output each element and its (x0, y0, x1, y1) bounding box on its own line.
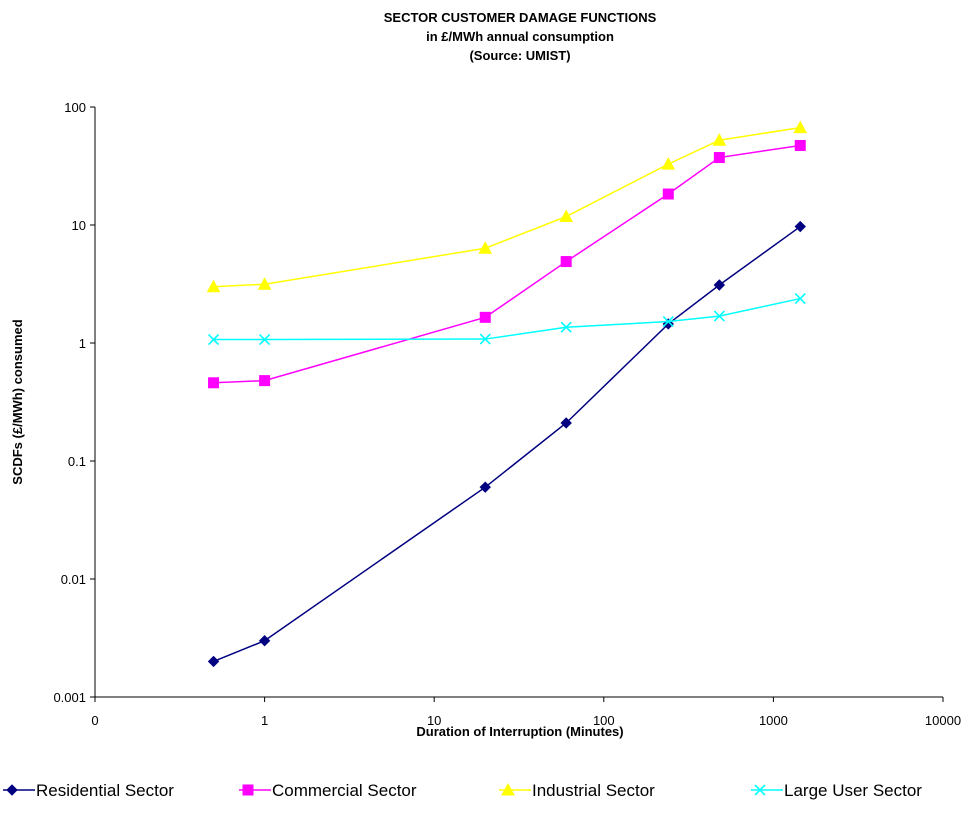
data-point-s2-p3 (559, 209, 574, 223)
y-tick-label: 0.1 (68, 454, 86, 469)
chart-title-line-3: (Source: UMIST) (469, 48, 570, 63)
chart-title-line-2: in £/MWh annual consumption (426, 29, 614, 44)
legend-marker-0 (6, 784, 18, 796)
y-tick-label: 100 (64, 100, 86, 115)
legend-item-2: Industrial Sector (499, 781, 655, 800)
series-0 (207, 220, 806, 668)
legend-marker-2 (501, 782, 515, 796)
legend-item-0: Residential Sector (3, 781, 174, 800)
data-point-s0-p5 (713, 279, 726, 291)
data-point-s3-p4-stroke-b (662, 315, 674, 328)
y-tick-label: 10 (72, 218, 86, 233)
x-tick-label: 10000 (925, 713, 961, 728)
data-point-s3-p1-stroke-b (259, 333, 271, 346)
x-tick-label: 1000 (759, 713, 788, 728)
data-point-s3-p5-stroke-b (713, 310, 725, 322)
data-point-s0-p0 (207, 655, 220, 668)
x-tick-label: 0 (91, 713, 98, 728)
data-point-s0-p1 (258, 634, 271, 647)
data-point-s3-p4 (662, 315, 674, 328)
legend-marker-3 (754, 784, 766, 796)
legend-label-0: Residential Sector (36, 781, 174, 800)
data-point-s3-p0-stroke-b (207, 333, 220, 346)
legend-label-2: Industrial Sector (532, 781, 655, 800)
data-point-s0-p2 (479, 481, 491, 493)
data-point-s3-p2 (479, 333, 491, 345)
series-line-2 (213, 126, 801, 288)
x-tick-label: 100 (593, 713, 615, 728)
series-3 (207, 292, 806, 346)
data-point-s1-p0 (208, 377, 220, 389)
series-2 (206, 120, 808, 293)
series-line-0 (213, 225, 801, 663)
data-point-s1-p1 (259, 375, 271, 387)
data-point-s3-p2-stroke-b (479, 333, 491, 345)
x-tick-label: 10 (427, 713, 441, 728)
legend-item-1: Commercial Sector (239, 781, 417, 800)
data-point-s2-p0 (206, 279, 221, 293)
legend: Residential Sector Commercial Sector Indus… (3, 781, 922, 800)
series-1 (208, 139, 806, 389)
data-point-s3-p6-stroke-b (794, 292, 806, 305)
data-point-s0-p6 (794, 220, 806, 233)
legend-marker-3-stroke-b (754, 784, 766, 796)
data-point-s2-p5 (712, 133, 727, 146)
chart-title: SECTOR CUSTOMER DAMAGE FUNCTIONS in £/MW… (384, 10, 657, 63)
data-point-s2-p1 (257, 277, 272, 290)
data-point-s3-p3-stroke-b (560, 321, 572, 333)
legend-label-3: Large User Sector (784, 781, 922, 800)
y-tick-label: 1 (79, 336, 86, 351)
data-point-s3-p6 (794, 292, 806, 305)
y-tick-label: 0.01 (61, 572, 86, 587)
data-point-s3-p1 (259, 333, 271, 346)
y-tick-label: 0.001 (53, 690, 86, 705)
y-axis-title: SCDFs (£/MWh) consumed (10, 319, 25, 484)
data-point-s1-p6 (794, 139, 806, 151)
x-tick-label: 1 (261, 713, 268, 728)
series-line-1 (213, 144, 801, 384)
data-point-s1-p5 (713, 152, 725, 164)
data-point-s2-p6 (793, 120, 808, 134)
legend-label-1: Commercial Sector (272, 781, 417, 800)
data-point-s3-p0 (207, 333, 220, 346)
legend-item-3: Large User Sector (751, 781, 922, 800)
data-point-s2-p4 (661, 157, 676, 170)
series-lines (206, 120, 808, 668)
data-point-s3-p5 (713, 310, 725, 322)
data-point-s1-p4 (662, 188, 674, 200)
series-line-3 (213, 297, 801, 341)
x-axis-title: Duration of Interruption (Minutes) (416, 724, 623, 739)
data-point-s0-p3 (560, 417, 572, 429)
chart-title-line-1: SECTOR CUSTOMER DAMAGE FUNCTIONS (384, 10, 657, 25)
data-point-s1-p3 (560, 256, 572, 268)
data-point-s3-p3 (560, 321, 572, 333)
legend-marker-1 (242, 784, 254, 796)
data-point-s2-p2 (478, 241, 493, 254)
data-point-s1-p2 (479, 311, 491, 323)
